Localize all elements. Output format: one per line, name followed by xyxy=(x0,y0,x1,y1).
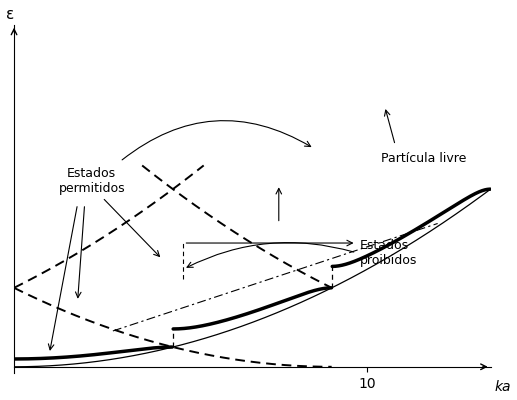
Text: Estados
proibidos: Estados proibidos xyxy=(360,239,417,267)
Text: ka: ka xyxy=(494,380,511,394)
Text: Estados
permitidos: Estados permitidos xyxy=(58,167,125,195)
Text: Partícula livre: Partícula livre xyxy=(381,152,466,165)
Text: ε: ε xyxy=(6,6,14,22)
